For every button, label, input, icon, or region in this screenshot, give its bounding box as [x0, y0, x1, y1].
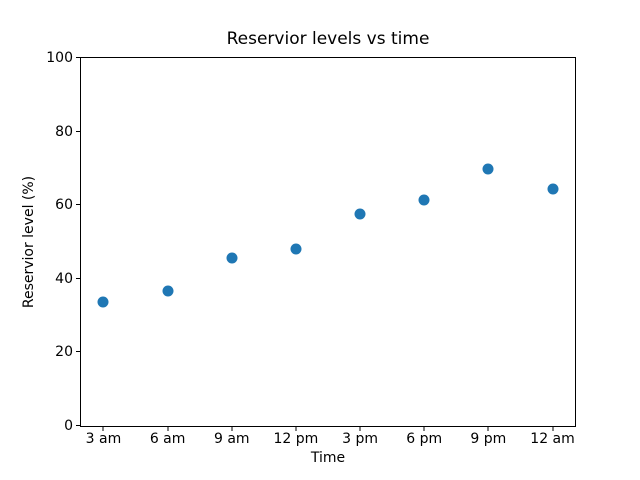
y-tick-label: 100	[46, 50, 73, 66]
x-tick-label: 9 pm	[470, 431, 507, 447]
x-tick-label: 12 pm	[273, 431, 319, 447]
data-point	[97, 296, 109, 308]
x-tick-label: 3 pm	[342, 431, 379, 447]
data-point	[354, 208, 366, 220]
data-point	[547, 183, 559, 195]
x-tick-label: 6 am	[149, 431, 186, 447]
x-tick-mark	[231, 427, 233, 431]
y-tick-mark	[76, 425, 80, 426]
x-tick-mark	[487, 427, 489, 431]
y-tick-mark	[76, 351, 80, 353]
y-tick-label: 20	[55, 344, 73, 361]
y-tick-mark	[76, 57, 80, 58]
y-tick-label: 60	[55, 197, 73, 214]
data-point	[482, 163, 494, 175]
x-tick-label: 9 am	[213, 431, 250, 447]
y-axis-label: Reservior level (%)	[21, 175, 37, 309]
x-tick-mark	[359, 427, 361, 431]
x-tick-mark	[423, 427, 425, 431]
x-tick-mark	[102, 427, 104, 431]
data-point	[162, 285, 174, 297]
x-tick-mark	[552, 427, 554, 431]
y-tick-label: 40	[55, 270, 73, 287]
data-point	[418, 194, 430, 206]
x-tick-label: 3 am	[85, 431, 122, 447]
plot-area: 0 20 40 60 80 100 3 am 6 am 9 am 12 pm 3 pm 6 pm 9 p…	[46, 51, 576, 446]
y-tick-label: 0	[64, 418, 73, 434]
y-tick-mark	[76, 277, 80, 279]
y-tick-mark	[76, 204, 80, 206]
x-tick-mark	[295, 427, 297, 431]
x-axis-label: Time	[310, 450, 346, 466]
x-tick-label: 12 am	[530, 431, 575, 447]
data-point	[226, 252, 238, 264]
x-tick-label: 6 pm	[406, 431, 443, 447]
data-point	[290, 243, 302, 255]
chart-title: Reservior levels vs time	[226, 29, 430, 49]
x-tick-mark	[167, 427, 169, 431]
y-tick-label: 80	[55, 123, 73, 140]
y-tick-mark	[76, 130, 80, 132]
